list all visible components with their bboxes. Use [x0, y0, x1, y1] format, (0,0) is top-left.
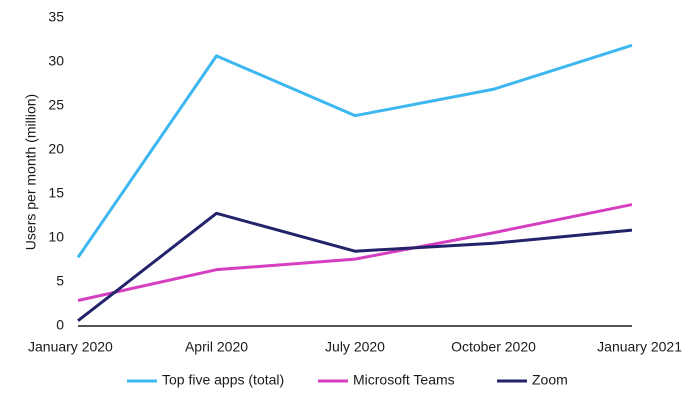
- x-tick-label: January 2021: [597, 339, 682, 355]
- y-axis-label: Users per month (million): [23, 94, 39, 250]
- x-tick-label: October 2020: [451, 339, 536, 355]
- legend-label: Top five apps (total): [162, 372, 284, 388]
- x-tick-label: July 2020: [325, 339, 385, 355]
- y-tick-label: 20: [48, 141, 64, 157]
- y-tick-label: 30: [48, 53, 64, 69]
- y-tick-label: 35: [48, 9, 64, 25]
- legend-label: Zoom: [532, 372, 568, 388]
- series-line: [77, 211, 633, 322]
- series-line: [76, 43, 633, 259]
- x-tick-label: April 2020: [185, 339, 248, 355]
- x-tick-label: January 2020: [28, 339, 113, 355]
- series-line: [77, 203, 633, 302]
- y-tick-label: 10: [48, 229, 64, 245]
- y-tick-label: 25: [48, 97, 64, 113]
- y-tick-label: 5: [56, 273, 64, 289]
- legend-label: Microsoft Teams: [353, 372, 455, 388]
- y-tick-label: 0: [56, 317, 64, 333]
- y-tick-label: 15: [48, 185, 64, 201]
